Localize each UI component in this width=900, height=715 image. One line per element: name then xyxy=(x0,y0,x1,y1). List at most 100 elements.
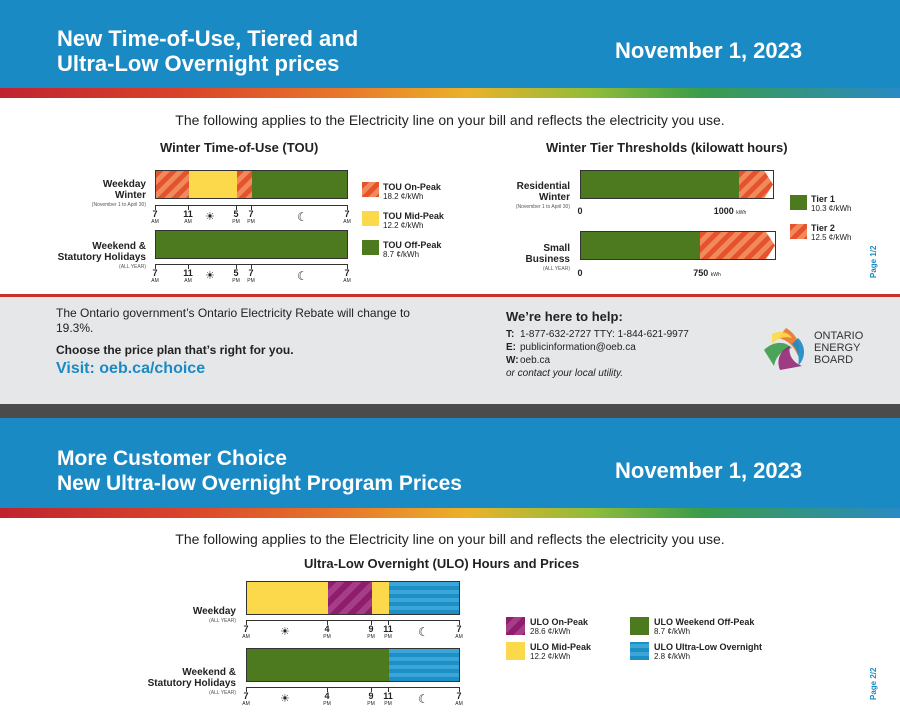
tick xyxy=(347,265,348,269)
page-number-2: Page 2/2 xyxy=(869,667,878,700)
ulo-weekday-bar xyxy=(246,581,460,615)
moon-icon: ☾ xyxy=(418,692,429,706)
tier-legend-tier2: Tier 2 12.5 ¢/kWh xyxy=(811,223,852,242)
tier-legend-tier2-swatch xyxy=(790,224,807,239)
tou-legend-mid-peak-swatch xyxy=(362,211,379,226)
oeb-logo-mark-icon xyxy=(764,328,804,370)
tier-residential-axis: 0 1000 kWh xyxy=(577,203,774,219)
tick xyxy=(251,265,252,269)
tick-label: 7 AM xyxy=(242,691,250,708)
tick xyxy=(347,206,348,210)
tier-residential-zero: 0 xyxy=(577,206,583,216)
tier-residential-bar xyxy=(580,170,774,199)
ulo-weekday-segment-ultra-low xyxy=(389,582,459,614)
ulo-legend-ultra-low: ULO Ultra-Low Overnight 2.8 ¢/kWh xyxy=(654,642,762,661)
tick-label: 11 PM xyxy=(383,624,393,641)
tou-legend-on-peak: TOU On-Peak 18.2 ¢/kWh xyxy=(383,182,441,201)
tick xyxy=(155,265,156,269)
tick xyxy=(327,621,328,625)
tick xyxy=(188,265,189,269)
tick-label: 5 PM xyxy=(232,268,240,285)
tou-row-weekday-label: Weekday Winter (November 1 to April 30) xyxy=(40,168,146,220)
ulo-weekend-time-axis: 7 AM ☀ 4 PM 9 PM 11 PM ☾ 7 AM xyxy=(242,687,463,707)
help-phone: T: 1-877-632-2727 TTY: 1-844-621-9977 xyxy=(506,329,689,340)
sun-icon: ☀ xyxy=(280,693,290,705)
ulo-row-weekday-label-text: Weekday xyxy=(192,606,236,617)
tick-label: 7 AM xyxy=(151,268,159,285)
tick xyxy=(388,621,389,625)
tick-label: 7 AM xyxy=(343,209,351,226)
tou-weekday-segment-on-peak-pm xyxy=(237,171,252,198)
tick xyxy=(155,206,156,210)
help-contact-utility: or contact your local utility. xyxy=(506,368,624,379)
top-intro-text: The following applies to the Electricity… xyxy=(175,112,725,128)
tier-residential-threshold: 1000 kWh xyxy=(713,206,747,217)
tou-weekday-segment-mid-peak xyxy=(189,171,237,198)
ulo-title: Ultra-Low Overnight (ULO) Hours and Pric… xyxy=(304,556,580,571)
tou-legend-mid-peak: TOU Mid-Peak 12.2 ¢/kWh xyxy=(383,211,444,230)
tou-weekend-time-axis: 7 AM 11 AM ☀ 5 PM 7 PM ☾ 7 AM xyxy=(151,264,351,284)
tou-legend-off-peak: TOU Off-Peak 8.7 ¢/kWh xyxy=(383,240,442,259)
tier-row-business-label: Small Business (ALL YEAR) xyxy=(466,232,570,284)
tou-row-weekend-label: Weekend & Statutory Holidays (ALL YEAR) xyxy=(40,230,146,282)
tier-row-residential-sub: (November 1 to April 30) xyxy=(515,204,570,210)
ulo-legend-weekend-off-peak: ULO Weekend Off-Peak 8.7 ¢/kWh xyxy=(654,617,755,636)
ulo-row-weekend-sub: (ALL YEAR) xyxy=(209,690,236,696)
ulo-legend-on-peak: ULO On-Peak 28.6 ¢/kWh xyxy=(530,617,589,636)
tick xyxy=(371,688,372,692)
sun-icon: ☀ xyxy=(205,270,215,282)
tier-legend-tier1-swatch xyxy=(790,195,807,210)
bottom-banner-date: November 1, 2023 xyxy=(615,458,803,483)
tick-label: 7 AM xyxy=(343,268,351,285)
tick-label: 11 AM xyxy=(183,268,193,285)
tou-row-weekday-sub: (November 1 to April 30) xyxy=(91,202,146,208)
top-banner-title: New Time-of-Use, Tiered and Ultra-Low Ov… xyxy=(57,26,359,76)
tick xyxy=(236,265,237,269)
tier-row-business-sub: (ALL YEAR) xyxy=(543,266,570,272)
sun-icon: ☀ xyxy=(280,626,290,638)
divider-strip xyxy=(0,404,900,418)
ulo-legend-weekend-off-peak-swatch xyxy=(630,617,649,635)
help-email[interactable]: E: publicinformation@oeb.ca xyxy=(506,342,636,353)
oeb-logo: ONTARIO ENERGY BOARD xyxy=(758,322,863,378)
ulo-weekday-segment-mid-peak-evening xyxy=(372,582,389,614)
tick-label: 7 AM xyxy=(242,624,250,641)
tier-residential-segment-tier2 xyxy=(739,171,773,198)
top-color-strip xyxy=(0,88,900,98)
tick-label: 11 AM xyxy=(183,209,193,226)
tick-label: 7 PM xyxy=(247,209,255,226)
tick-label: 7 AM xyxy=(455,624,463,641)
tick xyxy=(246,621,247,625)
tick-label: 7 PM xyxy=(247,268,255,285)
tier-business-segment-tier1 xyxy=(581,232,700,259)
top-banner-date: November 1, 2023 xyxy=(615,38,803,63)
visit-link[interactable]: Visit: oeb.ca/choice xyxy=(56,360,206,377)
tick-label: 9 PM xyxy=(367,691,375,708)
tick-label: 4 PM xyxy=(323,691,331,708)
tick-label: 11 PM xyxy=(383,691,393,708)
tick-label: 7 AM xyxy=(151,209,159,226)
tier-residential-segment-tier1 xyxy=(581,171,739,198)
tier-business-threshold: 750 kWh xyxy=(693,268,721,279)
ulo-weekend-segment-ultra-low xyxy=(389,649,459,681)
tier-row-residential-label-text: Residential Winter xyxy=(516,181,570,203)
info-band xyxy=(0,294,900,404)
tou-legend-on-peak-swatch xyxy=(362,182,379,197)
ulo-weekend-segment-off-peak xyxy=(247,649,389,681)
oeb-logo-text: ONTARIO ENERGY BOARD xyxy=(814,330,864,366)
tier-row-business-label-text: Small Business xyxy=(525,243,570,265)
ulo-legend-ultra-low-swatch xyxy=(630,642,649,660)
ulo-weekday-time-axis: 7 AM ☀ 4 PM 9 PM 11 PM ☾ 7 AM xyxy=(242,620,463,640)
tou-row-weekday-label-text: Weekday Winter xyxy=(102,179,146,201)
tou-weekday-segment-off-peak xyxy=(252,171,347,198)
bottom-banner: More Customer Choice New Ultra-low Overn… xyxy=(0,418,900,508)
bottom-banner-title: More Customer Choice New Ultra-low Overn… xyxy=(57,447,462,495)
tier-business-axis: 0 750 kWh xyxy=(577,265,776,281)
tick xyxy=(188,206,189,210)
rebate-text: The Ontario government’s Ontario Electri… xyxy=(56,306,410,335)
tou-weekend-segment-off-peak xyxy=(156,231,347,258)
help-title: We’re here to help: xyxy=(506,309,623,324)
ulo-row-weekday-label: Weekday (ALL YEAR) xyxy=(130,595,236,636)
help-website[interactable]: W:oeb.ca xyxy=(506,355,551,366)
tou-weekday-segment-on-peak-am xyxy=(156,171,189,198)
